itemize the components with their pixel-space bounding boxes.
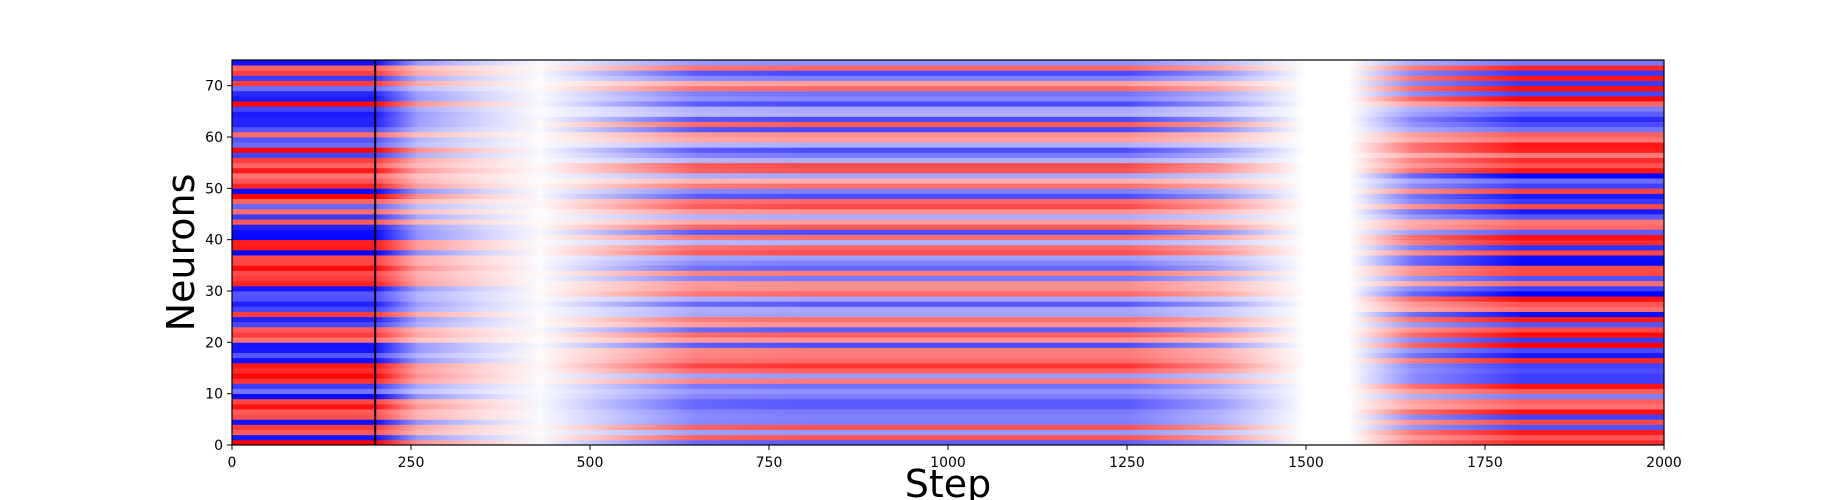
heatmap-row — [232, 116, 1664, 122]
heatmap-row — [232, 229, 1664, 235]
heatmap-row — [232, 65, 1664, 71]
heatmap-row — [232, 260, 1664, 266]
y-tick-label: 30 — [205, 284, 223, 300]
heatmap-row — [232, 152, 1664, 158]
heatmap-row — [232, 244, 1664, 251]
y-tick-label: 50 — [205, 181, 223, 197]
heatmap-row — [232, 157, 1664, 164]
heatmap-row — [232, 162, 1664, 169]
heatmap-row — [232, 80, 1664, 87]
heatmap-row — [232, 357, 1664, 364]
heatmap-row — [232, 439, 1664, 446]
heatmap-row — [232, 75, 1664, 81]
y-tick-label: 40 — [205, 233, 223, 249]
heatmap-row — [232, 239, 1664, 246]
heatmap-row — [232, 214, 1664, 220]
heatmap-row — [232, 270, 1664, 276]
heatmap-row — [232, 414, 1664, 420]
x-tick-label: 500 — [577, 455, 604, 471]
heatmap-row — [232, 424, 1664, 430]
x-axis-label: Step — [905, 462, 992, 500]
heatmap-row — [232, 172, 1664, 179]
heatmap-row — [232, 147, 1664, 153]
y-tick-label: 0 — [214, 438, 223, 454]
y-axis-label: Neurons — [159, 174, 203, 332]
heatmap-row — [232, 306, 1664, 312]
heatmap-row — [232, 90, 1664, 97]
heatmap-row — [232, 296, 1664, 302]
x-tick-label: 0 — [228, 455, 237, 471]
heatmap-row — [232, 301, 1664, 307]
heatmap-row — [232, 167, 1664, 174]
heatmap-row — [232, 275, 1664, 282]
y-tick-label: 70 — [205, 79, 223, 95]
heatmap-row — [232, 362, 1664, 369]
heatmap-row — [232, 321, 1664, 328]
heatmap-row — [232, 126, 1664, 133]
heatmap-row — [232, 106, 1664, 112]
heatmap-row — [232, 337, 1664, 343]
heatmap-row — [232, 178, 1664, 184]
heatmap-row — [232, 347, 1664, 353]
heatmap-row — [232, 388, 1664, 395]
heatmap-row — [232, 265, 1664, 271]
heatmap-row — [232, 373, 1664, 379]
x-axis-ticks: 0 250 500 750 1000 1250 1500 1750 2000 — [228, 445, 1682, 471]
heatmap-row — [232, 198, 1664, 205]
y-tick-label: 60 — [205, 130, 223, 146]
heatmap-row — [232, 285, 1664, 292]
x-tick-label: 250 — [398, 455, 425, 471]
heatmap-row — [232, 219, 1664, 225]
heatmap-row — [232, 291, 1664, 297]
y-tick-label: 20 — [205, 335, 223, 351]
heatmap-row — [232, 332, 1664, 338]
x-tick-label: 1750 — [1467, 455, 1503, 471]
heatmap-row — [232, 111, 1664, 117]
heatmap-row — [232, 95, 1664, 102]
heatmap-row — [232, 224, 1664, 230]
heatmap-row — [232, 85, 1664, 92]
heatmap-rows — [232, 60, 1664, 446]
heatmap-row — [232, 183, 1664, 189]
heatmap-row — [232, 188, 1664, 194]
heatmap-row — [232, 403, 1664, 410]
heatmap-row — [232, 398, 1664, 405]
x-tick-label: 1250 — [1109, 455, 1145, 471]
heatmap-row — [232, 249, 1664, 256]
heatmap-row — [232, 311, 1664, 318]
heatmap-row — [232, 342, 1664, 348]
heatmap-row — [232, 434, 1664, 441]
x-tick-label: 1000 — [930, 455, 966, 471]
heatmap-row — [232, 316, 1664, 323]
heatmap-row — [232, 60, 1664, 66]
heatmap-row — [232, 393, 1664, 400]
heatmap-row — [232, 383, 1664, 389]
y-tick-label: 10 — [205, 387, 223, 403]
x-tick-label: 1500 — [1288, 455, 1324, 471]
heatmap-row — [232, 419, 1664, 425]
heatmap-row — [232, 368, 1664, 374]
heatmap-row — [232, 280, 1664, 287]
heatmap-row — [232, 203, 1664, 210]
heatmap-row — [232, 234, 1664, 241]
heatmap-row — [232, 131, 1664, 138]
x-tick-label: 2000 — [1646, 455, 1682, 471]
heatmap-row — [232, 121, 1664, 128]
heatmap-row — [232, 352, 1664, 359]
heatmap-row — [232, 326, 1664, 333]
x-tick-label: 750 — [756, 455, 783, 471]
heatmap-row — [232, 193, 1664, 199]
heatmap-row — [232, 142, 1664, 148]
heatmap-row — [232, 208, 1664, 215]
y-axis-ticks: 0 10 20 30 40 50 60 70 — [205, 79, 232, 454]
heatmap-row — [232, 137, 1664, 143]
heatmap-row — [232, 429, 1664, 436]
heatmap-row — [232, 70, 1664, 76]
heatmap-row — [232, 255, 1664, 261]
heatmap-row — [232, 409, 1664, 415]
heatmap-row — [232, 101, 1664, 107]
heatmap-row — [232, 378, 1664, 384]
